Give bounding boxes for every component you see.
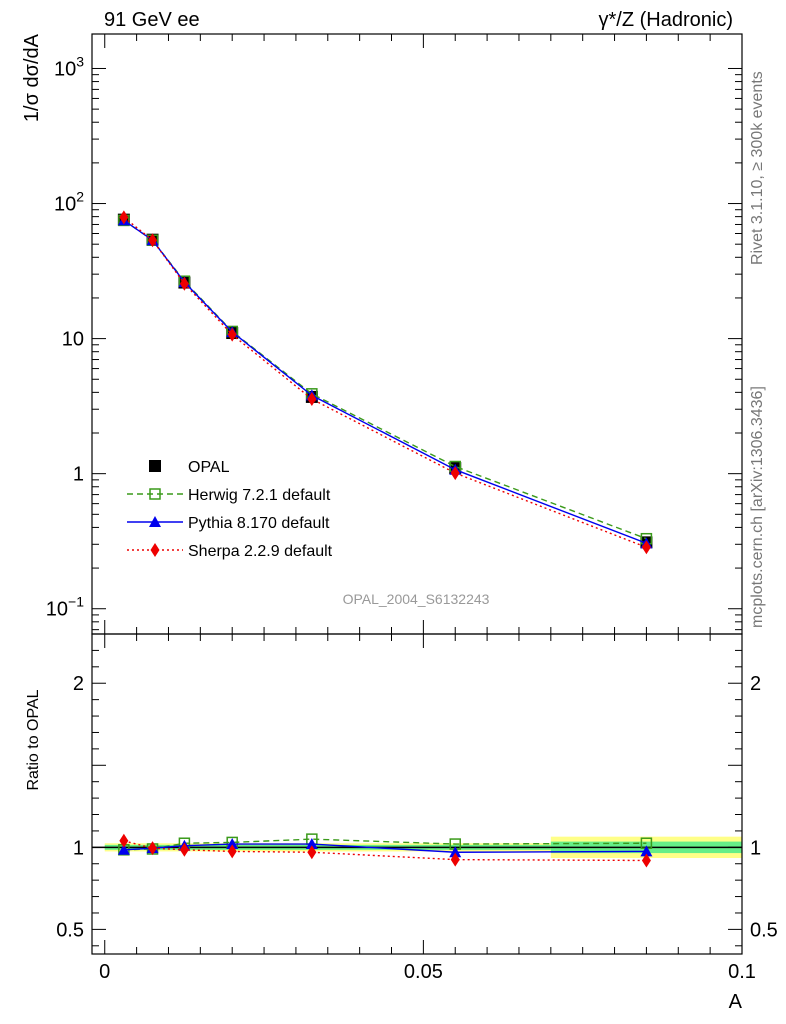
analysis-watermark: OPAL_2004_S6132243 [343,591,490,607]
legend-label-0: OPAL [188,459,230,476]
x-tick-label: 0.1 [728,961,756,983]
legend-marker-1 [149,488,161,500]
side-label-top: Rivet 3.1.10, ≥ 300k events [749,71,766,265]
legend: OPAL Herwig 7.2.1 default Pythia 8.170 def… [127,459,333,560]
x-tick-label: 0 [99,961,110,983]
main-point-3-3 [227,327,237,342]
x-tick-label: 0.05 [404,961,443,983]
y-tick-label-ratio-right: 2 [750,673,761,695]
y-tick-label-main: 103 [54,53,84,80]
ratio-point-2-0 [119,833,129,848]
legend-marker-0 [149,460,161,472]
main-point-3-4 [307,392,317,407]
ratio-y-axis-label: Ratio to OPAL [25,689,42,790]
ratio-point-2-6 [641,853,651,868]
ratio-point-1-3 [226,838,239,850]
ratio-point-2-1 [148,841,158,856]
main-point-3-5 [450,466,460,481]
ratio-point-2-2 [179,842,189,857]
ratio-point-2-4 [307,845,317,860]
y-tick-label-ratio-left: 2 [73,673,84,695]
main-point-3-0 [119,210,129,225]
y-tick-exponent: 3 [76,53,84,69]
main-point-3-1 [148,233,158,248]
header-left: 91 GeV ee [104,9,200,31]
y-tick-label-ratio-right: 1 [750,837,761,859]
y-tick-exponent: −1 [68,594,84,610]
legend-label-3: Sherpa 2.2.9 default [188,543,333,560]
y-tick-label-main: 10 [62,329,84,351]
y-tick-label-main: 10−1 [46,594,84,621]
ratio-point-1-0 [117,843,130,855]
main-point-3-2 [179,276,189,291]
ratio-point-2-3 [227,844,237,859]
ratio-series-line-0 [123,838,647,851]
x-axis-label: A [729,991,743,1013]
axes-frames [91,33,743,955]
header-right: γ*/Z (Hadronic) [599,9,733,31]
y-tick-exponent: 2 [76,189,84,205]
ratio-plot-frame [91,633,743,955]
y-tick-label-ratio-left: 0.5 [56,919,84,941]
side-label-bottom: mcplots.cern.ch [arXiv:1306.3436] [749,386,766,628]
main-point-3-6 [641,540,651,555]
data-marks [117,210,653,868]
legend-label-2: Pythia 8.170 default [188,515,330,532]
ratio-point-1-6 [640,845,653,857]
main-y-axis-label: 1/σ dσ/dA [21,33,43,122]
legend-label-1: Herwig 7.2.1 default [188,487,331,504]
y-tick-label-main: 1 [73,464,84,486]
ratio-point-2-5 [450,852,460,867]
legend-marker-3 [150,543,160,557]
axis-ticks: 0 0.05 0.1 10−1 1 10 102 103 0.5 0.5 1 1 2 2 [46,34,778,983]
ratio-point-1-4 [305,838,318,850]
y-tick-label-ratio-left: 1 [73,837,84,859]
y-tick-label-main: 102 [54,189,84,216]
ratio-point-1-5 [449,846,462,858]
legend-marker-2 [149,516,161,527]
y-tick-label-ratio-right: 0.5 [750,919,778,941]
